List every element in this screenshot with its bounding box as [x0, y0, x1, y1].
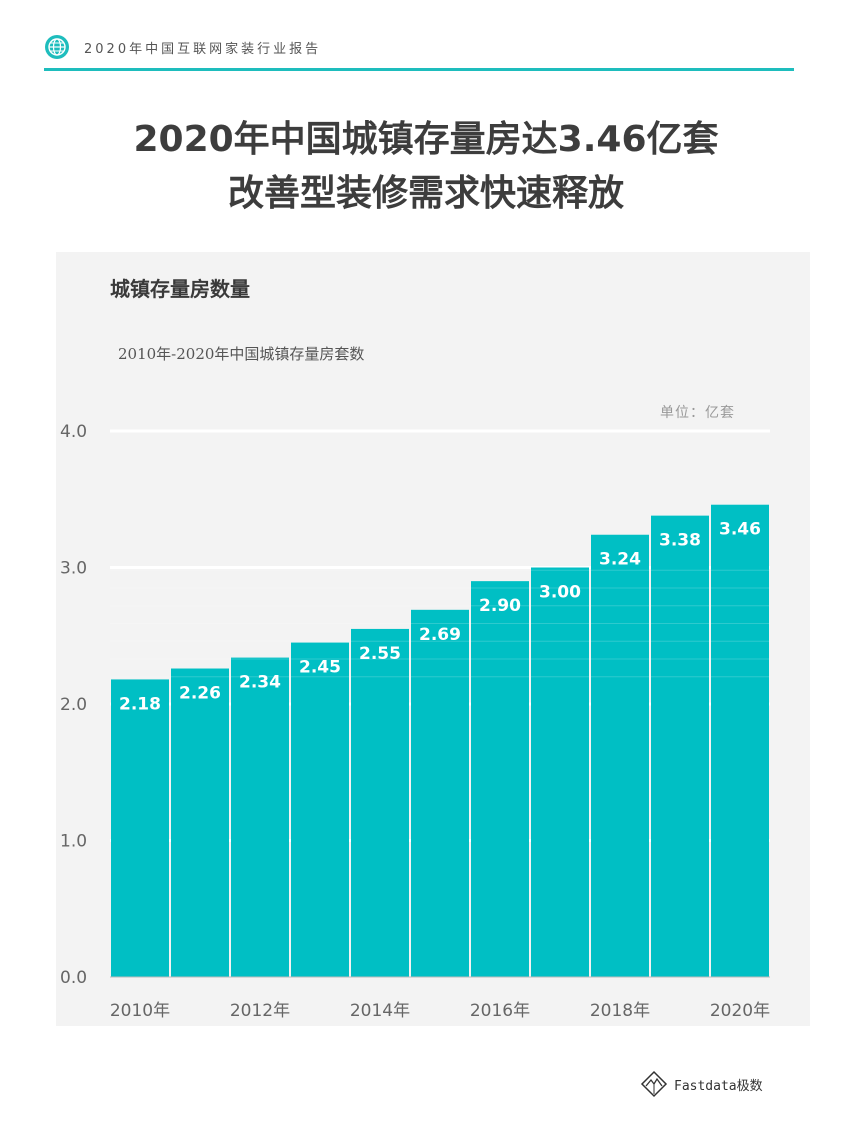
data-label: 2.26 — [179, 684, 221, 704]
x-tick-label: 2016年 — [470, 1001, 530, 1021]
bar — [651, 515, 709, 977]
data-label: 2.18 — [119, 694, 161, 714]
data-label: 2.45 — [299, 658, 341, 678]
data-label: 2.69 — [419, 625, 461, 645]
footer-brand-text: Fastdata极数 — [674, 1078, 763, 1094]
bar — [231, 657, 289, 977]
x-tick-label: 2014年 — [350, 1001, 410, 1021]
x-tick-label: 2020年 — [710, 1001, 770, 1021]
y-tick-label: 4.0 — [60, 422, 87, 442]
data-label: 2.34 — [239, 673, 281, 693]
bar — [411, 609, 469, 977]
page-title-line-2: 改善型装修需求快速释放 — [227, 173, 624, 214]
unit-label: 单位：亿套 — [660, 405, 735, 421]
chart-title: 城镇存量房数量 — [110, 277, 250, 301]
x-tick-label: 2010年 — [110, 1001, 170, 1021]
chart-subtitle: 2010年-2020年中国城镇存量房套数 — [118, 345, 365, 363]
globe-icon — [45, 35, 69, 59]
y-tick-label: 3.0 — [60, 559, 87, 579]
header-divider — [44, 68, 794, 71]
x-tick-label: 2012年 — [230, 1001, 290, 1021]
bar — [591, 534, 649, 977]
bar — [171, 668, 229, 977]
page-title-line-1: 2020年中国城镇存量房达3.46亿套 — [133, 119, 719, 160]
bar — [711, 504, 769, 977]
y-tick-label: 1.0 — [60, 832, 87, 852]
bar — [471, 581, 529, 977]
report-title: 2020年中国互联网家装行业报告 — [84, 41, 322, 57]
bar — [531, 567, 589, 977]
data-label: 3.00 — [539, 583, 581, 603]
x-tick-label: 2018年 — [590, 1001, 650, 1021]
bar — [111, 679, 169, 977]
fastdata-logo-icon — [640, 1070, 668, 1098]
bar — [351, 628, 409, 977]
y-tick-label: 2.0 — [60, 695, 87, 715]
report-header: 2020年中国互联网家装行业报告 — [44, 34, 321, 60]
y-tick-label: 0.0 — [60, 968, 87, 988]
data-label: 2.55 — [359, 644, 401, 664]
data-label: 3.24 — [599, 550, 641, 570]
data-label: 3.46 — [719, 520, 761, 540]
data-label: 3.38 — [659, 531, 701, 551]
data-label: 2.90 — [479, 596, 521, 616]
bar — [291, 642, 349, 977]
footer-brand: Fastdata极数 — [640, 1070, 763, 1098]
